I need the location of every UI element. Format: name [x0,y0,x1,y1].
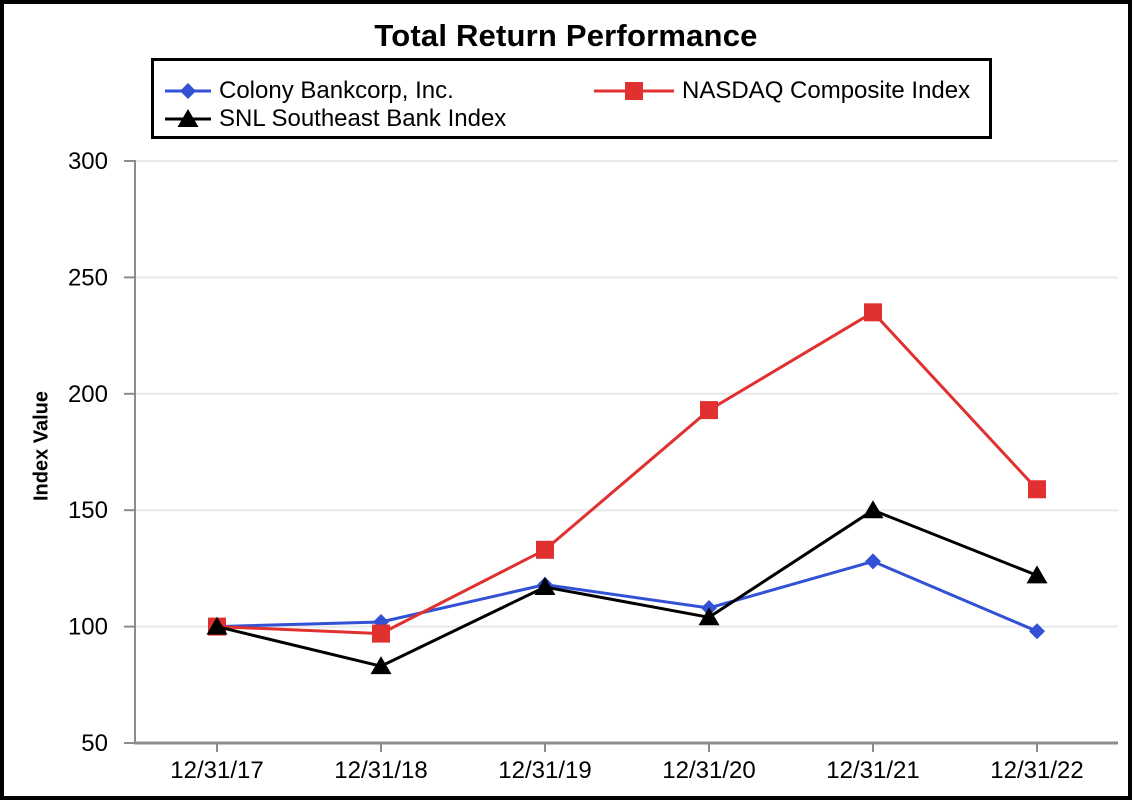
series-line-nasdaq-composite-index [216,310,1039,636]
y-tick-label: 50 [81,730,108,757]
x-tick-label: 12/31/17 [170,757,263,784]
chart-title: Total Return Performance [374,18,758,53]
diamond-marker [180,83,196,99]
series-nasdaq-composite-index [208,303,1046,643]
triangle-marker [534,577,556,596]
diamond-marker [865,553,881,570]
triangle-marker [698,607,720,626]
series-snl-southeast-bank-index [206,500,1048,675]
legend-label-nasdaq-composite: NASDAQ Composite Index [682,77,971,104]
triangle-marker [206,616,228,635]
diamond-marker [1029,623,1045,640]
legend-item-colony-bankcorp: Colony Bankcorp, Inc. [165,77,594,105]
legend-sample-svg [165,83,211,99]
x-tick-label: 12/31/22 [990,757,1083,784]
legend-sample-svg [165,109,211,127]
nasdaq-composite-line-square-icon [594,78,674,104]
series-line-colony-bankcorp-inc [216,559,1038,633]
series-line-snl-southeast-bank-index [216,508,1038,668]
snl-southeast-line-triangle-icon [165,106,211,132]
y-tick-label: 300 [68,148,108,175]
x-tick-label: 12/31/19 [498,757,591,784]
square-marker [1028,480,1046,499]
colony-bankcorp-line-diamond-icon [165,78,211,104]
legend-label-colony-bankcorp: Colony Bankcorp, Inc. [219,77,454,104]
square-marker [864,303,882,322]
square-marker [700,401,718,420]
y-tick-label: 200 [68,381,108,408]
y-tick-label: 100 [68,614,108,641]
x-tick-label: 12/31/18 [334,757,427,784]
legend-sample-svg [594,82,674,100]
triangle-marker [862,500,884,519]
legend-item-snl-southeast: SNL Southeast Bank Index [165,105,594,133]
triangle-marker [1026,565,1048,584]
x-tick-label: 12/31/20 [662,757,755,784]
triangle-marker [370,656,392,675]
legend-box: Colony Bankcorp, Inc. NASDAQ Composite I… [151,58,992,139]
legend-label-snl-southeast: SNL Southeast Bank Index [219,105,507,132]
x-tick-label: 12/31/21 [826,757,919,784]
legend-item-nasdaq-composite: NASDAQ Composite Index [594,77,989,105]
y-tick-label: 150 [68,497,108,524]
y-tick-label: 250 [68,264,108,291]
square-marker [372,624,390,643]
square-marker [536,540,554,559]
y-axis-title: Index Value [30,390,53,502]
square-marker [625,82,643,100]
plot-area: 50 100 150 200 250 300 12/31/17 12/31/18 12/31/1… [68,148,1118,784]
triangle-marker [177,109,199,127]
